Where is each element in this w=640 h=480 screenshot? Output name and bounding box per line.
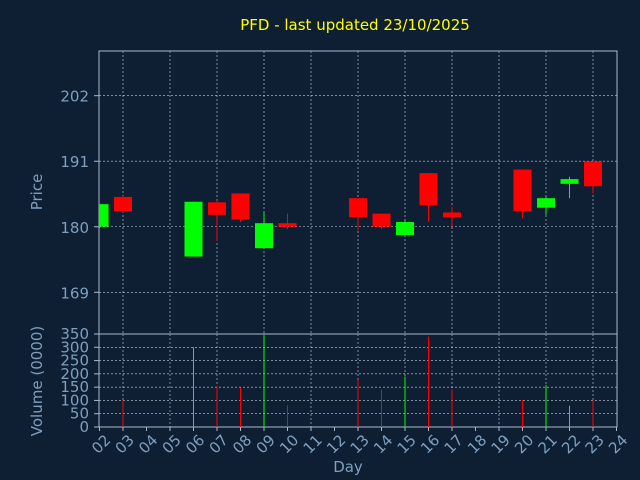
candle-body — [114, 196, 132, 212]
volume-tick-label: 350 — [60, 325, 89, 343]
price-tick-label: 169 — [60, 284, 89, 302]
candle-body — [184, 201, 203, 257]
candle-body — [231, 193, 250, 220]
candle-body — [443, 212, 461, 218]
price-y-axis: 169 180 191 202 — [60, 88, 99, 302]
candle-body — [560, 179, 579, 184]
volume-axis-label: Volume (0000) — [28, 326, 46, 436]
x-axis-label: Day — [333, 458, 363, 476]
candle-body — [419, 173, 438, 206]
candle-body — [255, 223, 273, 249]
candle-body — [584, 161, 602, 187]
candle-body — [99, 204, 109, 227]
volume-tick-label: 300 — [60, 338, 89, 356]
volume-tick-label: 250 — [60, 352, 89, 370]
candle-body — [396, 221, 414, 236]
volume-tick-label: 150 — [60, 378, 89, 396]
candle-body — [372, 213, 391, 227]
candle-body — [208, 202, 226, 215]
candle-body — [349, 198, 367, 218]
volume-tick-label: 200 — [60, 365, 89, 383]
price-tick-label: 191 — [60, 153, 89, 171]
volume-tick-label: 0 — [79, 418, 89, 436]
candle-body — [513, 169, 532, 212]
volume-bars — [122, 336, 594, 427]
price-axis-label: Price — [28, 174, 46, 211]
candle-body — [537, 198, 555, 208]
volume-tick-label: 100 — [60, 391, 89, 409]
candles — [99, 161, 602, 257]
price-tick-label: 180 — [60, 219, 89, 237]
price-tick-label: 202 — [60, 88, 89, 106]
volume-tick-label: 50 — [70, 405, 89, 423]
candle-body — [278, 223, 297, 227]
chart-title: PFD - last updated 23/10/2025 — [240, 16, 470, 34]
